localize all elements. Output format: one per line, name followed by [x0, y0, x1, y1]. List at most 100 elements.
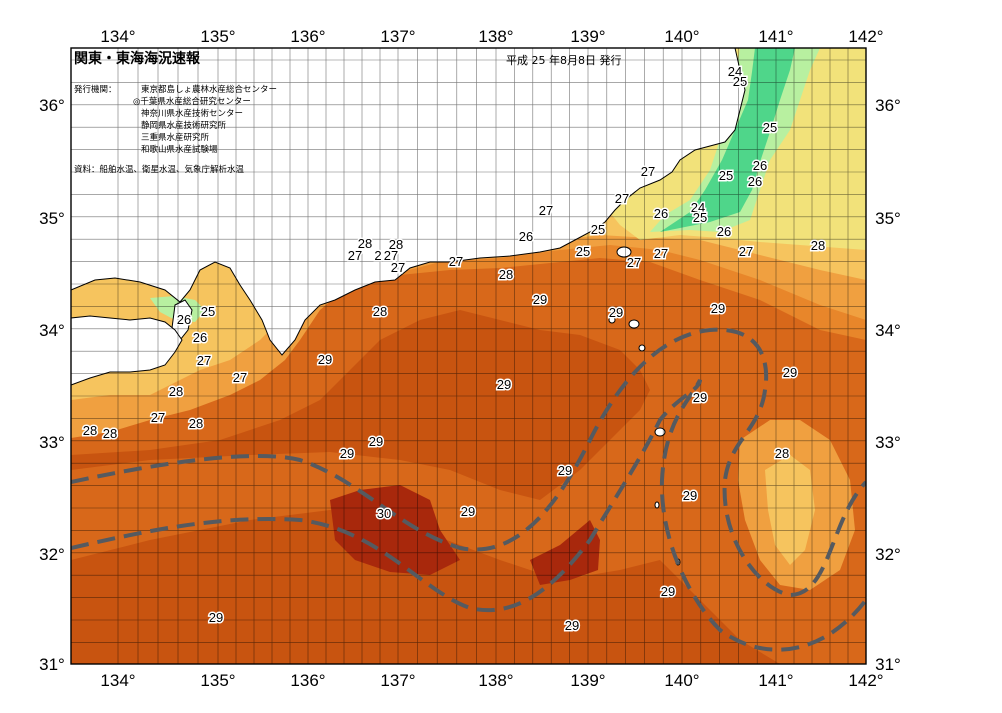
- isotherm-label: 27: [615, 191, 629, 206]
- isotherm-label: 29: [497, 377, 511, 392]
- isotherm-label: 29: [565, 618, 579, 633]
- longitude-label: 142°: [848, 27, 883, 46]
- isotherm-label: 29: [661, 584, 675, 599]
- isotherm-label: 26: [654, 206, 668, 221]
- isotherm-label: 25: [591, 222, 605, 237]
- isotherm-label: 29: [369, 434, 383, 449]
- isotherm-label: 28: [169, 384, 183, 399]
- longitude-label: 139°: [570, 27, 605, 46]
- isotherm-label: 25: [576, 244, 590, 259]
- isotherm-label: 29: [693, 390, 707, 405]
- isotherm-label: 2: [374, 248, 381, 263]
- isotherm-label: 28: [775, 446, 789, 461]
- latitude-label: 34°: [875, 321, 901, 340]
- issuer-4: 静岡県水産技術研究所: [141, 120, 227, 131]
- isotherm-label: 30: [377, 506, 391, 521]
- isotherm-label: 27: [151, 410, 165, 425]
- isotherm-label: 29: [461, 504, 475, 519]
- latitude-label: 31°: [39, 655, 65, 674]
- isotherm-label: 29: [318, 352, 332, 367]
- current-path-south: [71, 379, 866, 652]
- isotherm-label: 29: [609, 305, 623, 320]
- current-path-north: [71, 327, 866, 598]
- isotherm-label: 25: [201, 304, 215, 319]
- isotherm-label: 27: [539, 203, 553, 218]
- isotherm-label: 27: [233, 370, 247, 385]
- longitude-label: 140°: [664, 27, 699, 46]
- isotherm-label: 25: [733, 74, 747, 89]
- issuer-label: 発行機関：: [74, 84, 117, 95]
- isotherm-label: 29: [558, 463, 572, 478]
- isotherm-label: 27: [384, 248, 398, 263]
- longitude-label: 141°: [758, 671, 793, 690]
- latitude-label: 32°: [39, 545, 65, 564]
- issuer-2: ◎千葉県水産総合研究センター: [133, 96, 251, 107]
- isotherm-label: 28: [389, 237, 403, 252]
- isotherm-label: 24: [728, 64, 742, 79]
- isotherm-label: 27: [627, 255, 641, 270]
- isotherm-label: 27: [449, 254, 463, 269]
- kuroshio-paths: [71, 327, 866, 652]
- isotherm-label: 26: [717, 224, 731, 239]
- isotherm-label: 29: [340, 446, 354, 461]
- issuer-6: 和歌山県水産試験場: [141, 144, 218, 155]
- longitude-label: 138°: [478, 671, 513, 690]
- land: [70, 47, 746, 566]
- longitude-label: 137°: [380, 671, 415, 690]
- issue-date: 平成 25 年8月8日 発行: [506, 53, 621, 67]
- latitude-label: 33°: [875, 433, 901, 452]
- isotherm-label: 27: [641, 164, 655, 179]
- isotherm-label: 26: [177, 312, 191, 327]
- isotherm-label: 25: [763, 120, 777, 135]
- isotherm-label: 29: [209, 610, 223, 625]
- isotherm-label: 28: [103, 426, 117, 441]
- latitude-label: 32°: [875, 545, 901, 564]
- isotherm-label: 28: [189, 416, 203, 431]
- isotherm-label: 28: [373, 304, 387, 319]
- longitude-label: 135°: [200, 27, 235, 46]
- latitude-labels-right: 36° 35° 34° 33° 32° 31°: [875, 96, 901, 674]
- isotherm-label: 28: [358, 236, 372, 251]
- latitude-label: 31°: [875, 655, 901, 674]
- isotherm-label: 25: [693, 210, 707, 225]
- sst-295-south: [71, 510, 780, 664]
- longitude-label: 138°: [478, 27, 513, 46]
- isotherm-label: 29: [711, 301, 725, 316]
- isotherm-label: 27: [348, 248, 362, 263]
- issuer-3: 神奈川県水産技術センター: [141, 108, 243, 119]
- isotherm-label: 24: [691, 200, 705, 215]
- longitude-label: 136°: [290, 671, 325, 690]
- isotherm-label: 29: [533, 292, 547, 307]
- isotherm-label: 26: [193, 330, 207, 345]
- isotherm-label: 28: [83, 423, 97, 438]
- isotherm-label: 29: [103, 426, 117, 441]
- issuer-1: 東京都島しょ農林水産総合センター: [141, 84, 277, 95]
- sst-24: [660, 48, 795, 232]
- graticule: [71, 48, 866, 664]
- data-source: 資料：船舶水温、衛星水温、気象庁解析水温: [74, 164, 245, 175]
- isotherm-label: 25: [719, 168, 733, 183]
- latitude-label: 34°: [39, 321, 65, 340]
- isotherm-label: 28: [811, 238, 825, 253]
- isotherm-label: 28: [499, 267, 513, 282]
- isotherm-label: 29: [683, 488, 697, 503]
- longitude-labels-top: 134° 135° 136° 137° 138° 139° 140° 141° 142°: [100, 27, 883, 46]
- latitude-label: 35°: [39, 209, 65, 228]
- longitude-label: 139°: [570, 671, 605, 690]
- latitude-label: 36°: [39, 96, 65, 115]
- longitude-label: 135°: [200, 671, 235, 690]
- map-title: 関東・東海海況速報: [74, 50, 201, 67]
- longitude-label: 137°: [380, 27, 415, 46]
- longitude-label: 141°: [758, 27, 793, 46]
- longitude-label: 136°: [290, 27, 325, 46]
- latitude-label: 35°: [875, 209, 901, 228]
- sst-27-eddy: [765, 455, 815, 565]
- isotherm-label: 26: [519, 229, 533, 244]
- issuer-5: 三重県水産研究所: [141, 132, 210, 143]
- isotherm-label: 26: [753, 158, 767, 173]
- sst-295: [71, 310, 650, 500]
- longitude-label: 142°: [848, 671, 883, 690]
- isotherm-label: 26: [748, 174, 762, 189]
